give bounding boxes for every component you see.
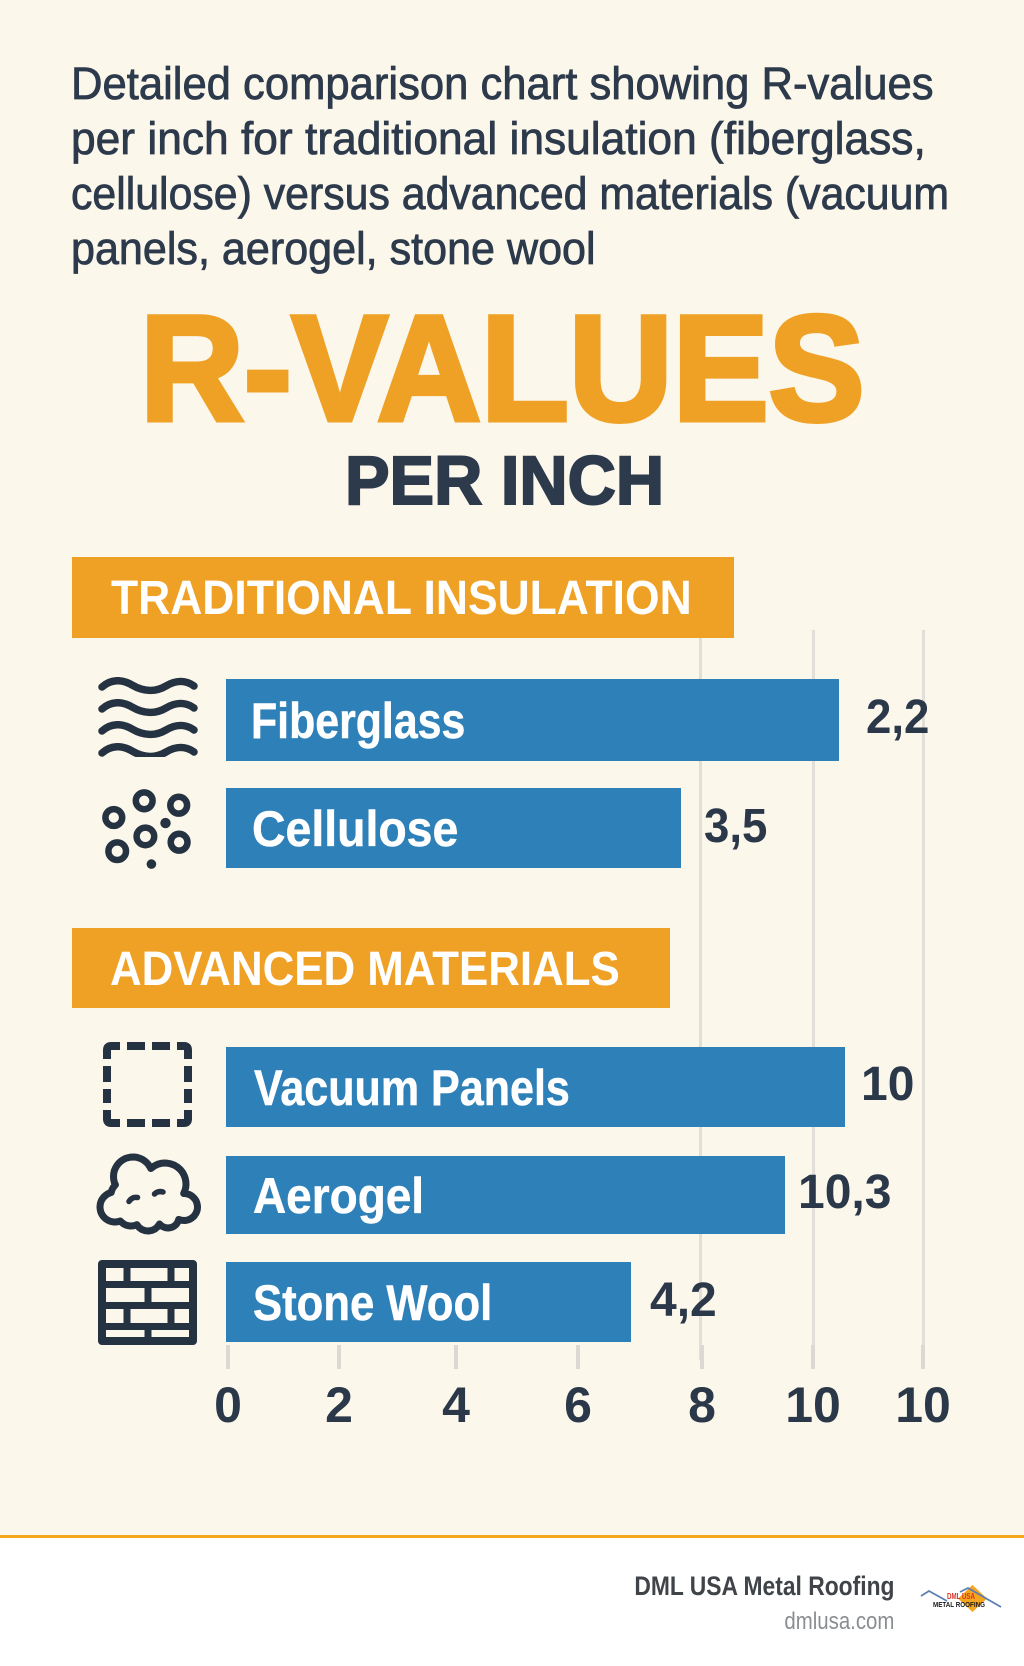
svg-text:DML USA: DML USA (947, 1592, 975, 1601)
svg-text:METAL ROOFING: METAL ROOFING (933, 1602, 985, 1609)
